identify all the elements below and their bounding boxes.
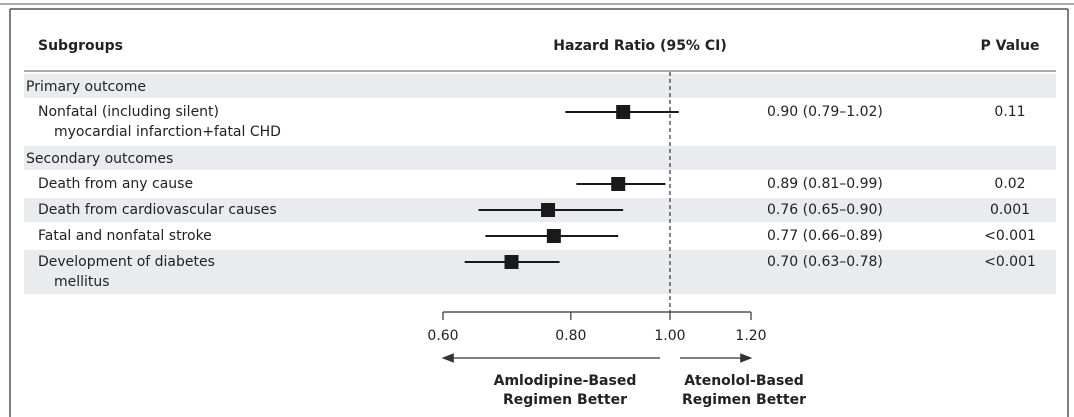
ci-text: 0.89 (0.81–0.99) <box>767 176 883 192</box>
x-tick-label: 0.80 <box>555 328 586 344</box>
row-shade <box>24 250 1056 294</box>
row-label: Development of diabetes <box>38 254 215 270</box>
header: Hazard Ratio (95% CI) <box>553 38 726 54</box>
point-estimate <box>546 229 561 243</box>
p-value: <0.001 <box>984 228 1036 244</box>
favors-label: Amlodipine-Based <box>494 373 637 389</box>
row-label: myocardial infarction+fatal CHD <box>54 124 281 140</box>
header: P Value <box>981 38 1040 54</box>
header: Subgroups <box>38 38 123 54</box>
x-tick-label: 0.60 <box>427 328 458 344</box>
point-estimate <box>541 203 556 217</box>
p-value: 0.001 <box>990 202 1030 218</box>
favors-label: Regimen Better <box>682 392 806 408</box>
ci-text: 0.90 (0.79–1.02) <box>767 104 883 120</box>
favors-label: Atenolol-Based <box>684 373 804 389</box>
ci-text: 0.76 (0.65–0.90) <box>767 202 883 218</box>
x-tick-label: 1.00 <box>654 328 685 344</box>
row-shade <box>24 74 1056 98</box>
p-value: 0.11 <box>994 104 1025 120</box>
p-value: <0.001 <box>984 254 1036 270</box>
row-shade <box>24 146 1056 170</box>
point-estimate <box>616 105 631 119</box>
row-label: mellitus <box>54 274 110 290</box>
ci-text: 0.77 (0.66–0.89) <box>767 228 883 244</box>
row-label: Fatal and nonfatal stroke <box>38 228 212 244</box>
p-value: 0.02 <box>994 176 1025 192</box>
favors-label: Regimen Better <box>503 392 627 408</box>
row-label: Death from cardiovascular causes <box>38 202 277 218</box>
row-label: Nonfatal (including silent) <box>38 104 219 120</box>
x-tick-label: 1.20 <box>735 328 766 344</box>
ci-text: 0.70 (0.63–0.78) <box>767 254 883 270</box>
point-estimate <box>611 177 626 191</box>
group-label: Secondary outcomes <box>26 151 173 167</box>
row-label: Death from any cause <box>38 176 193 192</box>
point-estimate <box>504 255 519 269</box>
group-label: Primary outcome <box>26 79 146 95</box>
